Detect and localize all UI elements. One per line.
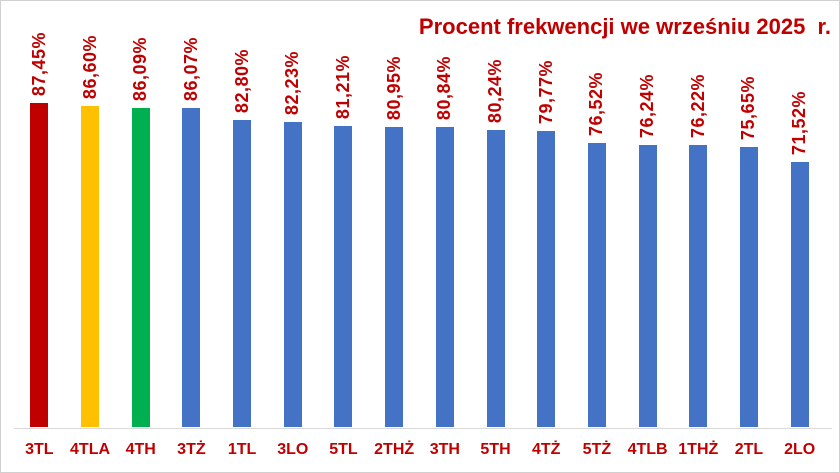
bar	[435, 127, 454, 427]
bar-value-label: 76,52%	[586, 71, 607, 136]
category-label: 2THŻ	[374, 441, 415, 458]
bar	[131, 108, 150, 427]
bar-value-label: 76,24%	[637, 73, 658, 138]
bar-value-label: 75,65%	[738, 75, 759, 140]
bar-group: 76,52%	[572, 1, 623, 427]
bar-group: 71,52%	[774, 1, 825, 427]
category-axis: 3TL 4TLA 4TH 3TŻ 1TL 3LO 5TL 2THŻ 3TH 5TH 4TŻ 5TŻ 4T…	[14, 433, 825, 469]
bar-group: 76,24%	[622, 1, 673, 427]
bar	[790, 162, 809, 427]
category-label: 5TŻ	[582, 441, 612, 458]
bar	[385, 127, 404, 427]
bar-value-label: 87,45%	[28, 31, 49, 96]
bar	[283, 122, 302, 427]
bar-group: 86,09%	[115, 1, 166, 427]
category-label: 3TŻ	[177, 441, 206, 458]
bar-group: 87,45%	[14, 1, 65, 427]
bar-value-label: 86,60%	[79, 34, 100, 99]
bar-value-label: 86,09%	[130, 36, 151, 101]
category-label: 1TL	[227, 441, 257, 458]
category-label: 3TL	[25, 441, 54, 458]
x-axis-line	[14, 428, 832, 429]
bar-group: 80,24%	[470, 1, 521, 427]
bar	[81, 106, 100, 427]
category-label: 1THŻ	[678, 441, 719, 458]
bar-value-label: 86,07%	[180, 36, 201, 101]
category-label: 4TLA	[70, 441, 111, 458]
bar-value-label: 82,80%	[231, 48, 252, 113]
bar-group: 75,65%	[724, 1, 775, 427]
bar-value-label: 80,84%	[434, 55, 455, 120]
bar-group: 86,07%	[166, 1, 217, 427]
bar-value-label: 80,95%	[383, 55, 404, 120]
category-label: 5TL	[329, 441, 358, 458]
bar-group: 76,22%	[673, 1, 724, 427]
bar	[537, 131, 556, 427]
bar	[30, 103, 49, 427]
bar	[689, 145, 708, 427]
bar	[739, 147, 758, 427]
category-label: 2LO	[784, 441, 816, 458]
bar-value-label: 79,77%	[535, 59, 556, 124]
bar	[182, 108, 201, 427]
bar-group: 79,77%	[521, 1, 572, 427]
category-label: 3LO	[277, 441, 309, 458]
bar-value-label: 76,22%	[687, 73, 708, 138]
plot-area: 87,45% 86,60% 86,09% 86,07% 82,80% 82,23% 81,2…	[14, 1, 825, 427]
bar-group: 82,80%	[217, 1, 268, 427]
category-label: 2TL	[734, 441, 764, 458]
bar-group: 82,23%	[267, 1, 318, 427]
bar	[638, 145, 657, 427]
bar	[587, 143, 606, 427]
category-label: 3TH	[429, 441, 460, 458]
bar-group: 86,60%	[65, 1, 116, 427]
bar-value-label: 81,21%	[332, 54, 353, 119]
category-label: 4TŻ	[531, 441, 561, 458]
bar-value-label: 80,24%	[485, 58, 506, 123]
category-label: 5TH	[480, 441, 511, 458]
bar	[334, 126, 353, 427]
category-label: 4TH	[125, 441, 156, 458]
bar-group: 80,84%	[420, 1, 471, 427]
bar-group: 80,95%	[369, 1, 420, 427]
bar-group: 81,21%	[318, 1, 369, 427]
bar-value-label: 82,23%	[282, 50, 303, 115]
bar	[486, 130, 505, 427]
category-label: 4TLB	[627, 441, 668, 458]
bar	[233, 120, 252, 427]
chart-title: Procent frekwencji we wrześniu 2025 r.	[418, 14, 831, 39]
bar-value-label: 71,52%	[789, 90, 810, 155]
